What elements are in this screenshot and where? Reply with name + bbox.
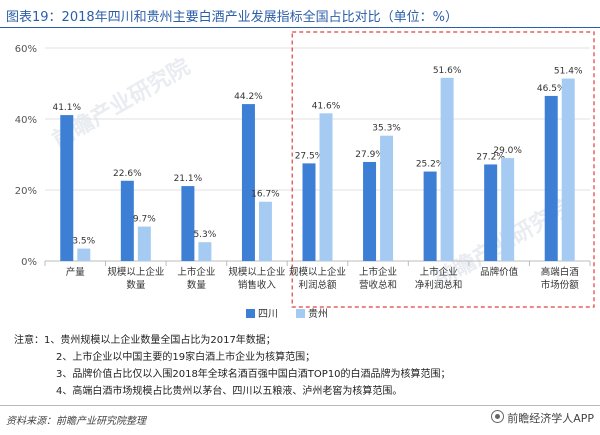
legend-swatch-guizhou bbox=[296, 309, 305, 318]
data-label: 51.6% bbox=[433, 66, 462, 76]
brand-logo-icon bbox=[491, 410, 505, 423]
bar-sichuan bbox=[181, 186, 195, 261]
legend-label: 贵州 bbox=[308, 307, 328, 320]
bar-sichuan bbox=[363, 161, 377, 261]
data-label: 27.2% bbox=[476, 152, 505, 162]
x-tick-label: 品牌价值 bbox=[480, 266, 519, 278]
x-tick-label: 利润总额 bbox=[298, 279, 337, 291]
bar-sichuan bbox=[423, 171, 437, 261]
brand-label: 前瞻经济学人APP bbox=[491, 410, 594, 426]
title-divider bbox=[0, 27, 600, 28]
x-tick-label: 高端白酒 bbox=[541, 266, 580, 278]
y-tick-label: 20% bbox=[15, 186, 37, 197]
data-label: 41.1% bbox=[52, 103, 81, 113]
data-label: 46.5% bbox=[537, 84, 566, 94]
data-label: 3.5% bbox=[72, 237, 95, 247]
bar-guizhou bbox=[77, 248, 91, 261]
source-note: 资料来源：前瞻产业研究院整理 bbox=[6, 416, 146, 427]
data-label: 44.2% bbox=[234, 92, 263, 102]
x-tick-label: 营收总和 bbox=[359, 279, 397, 291]
highlight-box bbox=[291, 31, 595, 308]
x-tick-label: 上市企业 bbox=[359, 266, 397, 278]
data-label: 9.7% bbox=[133, 215, 156, 225]
y-tick-label: 60% bbox=[15, 44, 37, 55]
chart-title: 图表19：2018年四川和贵州主要白酒产业发展指标全国占比对比（单位：%） bbox=[6, 10, 458, 25]
bar-chart: 前瞻产业研究院前瞻产业研究院0%20%40%60%41.1%3.5%产量22.6… bbox=[15, 31, 595, 320]
x-tick-label: 规模以上企业 bbox=[228, 266, 285, 278]
note-2: 2、上市企业以中国主要的19家白酒上市企业为核算范围； bbox=[56, 352, 316, 363]
note-4: 4、高端白酒市场规模占比贵州以茅台、四川以五粮液、泸州老窖为核算范围。 bbox=[56, 386, 403, 397]
bar-guizhou bbox=[319, 113, 333, 261]
footer-divider bbox=[0, 405, 600, 406]
note-1: 注意：1、贵州规模以上企业数量全国占比为2017年数据； bbox=[14, 335, 276, 346]
x-tick-label: 净利润总和 bbox=[415, 279, 463, 291]
bar-guizhou bbox=[380, 135, 394, 261]
data-label: 27.9% bbox=[355, 150, 384, 160]
x-tick-label: 上市企业 bbox=[177, 266, 215, 278]
data-label: 27.5% bbox=[295, 151, 324, 161]
x-tick-label: 产量 bbox=[66, 266, 86, 278]
data-label: 21.1% bbox=[174, 174, 203, 184]
legend-swatch-sichuan bbox=[246, 309, 255, 318]
x-tick-label: 销售收入 bbox=[238, 279, 277, 291]
brand-text: 前瞻经济学人APP bbox=[507, 412, 594, 425]
bar-sichuan bbox=[120, 180, 134, 261]
x-tick-label: 规模以上企业 bbox=[289, 266, 346, 278]
bar-sichuan bbox=[302, 163, 316, 261]
x-tick-label: 数量 bbox=[126, 279, 146, 291]
bar-guizhou bbox=[440, 77, 454, 261]
bar-sichuan bbox=[484, 164, 498, 261]
data-label: 16.7% bbox=[251, 190, 280, 200]
x-tick-label: 上市企业 bbox=[420, 266, 458, 278]
data-label: 41.6% bbox=[312, 101, 341, 111]
data-label: 22.6% bbox=[113, 169, 142, 179]
data-label: 5.3% bbox=[193, 230, 216, 240]
x-tick-label: 规模以上企业 bbox=[107, 266, 164, 278]
legend-label: 四川 bbox=[258, 309, 278, 320]
data-label: 25.2% bbox=[416, 160, 445, 170]
bar-guizhou bbox=[258, 201, 272, 261]
x-tick-label: 市场份额 bbox=[541, 279, 580, 291]
bar-sichuan bbox=[241, 104, 255, 261]
y-tick-label: 0% bbox=[21, 257, 37, 268]
bar-guizhou bbox=[198, 242, 212, 261]
bar-guizhou bbox=[137, 226, 151, 261]
x-tick-label: 数量 bbox=[187, 279, 207, 291]
data-label: 51.4% bbox=[554, 67, 583, 77]
bar-sichuan bbox=[60, 115, 74, 261]
y-tick-label: 40% bbox=[15, 115, 37, 126]
data-label: 35.3% bbox=[372, 124, 401, 134]
bar-guizhou bbox=[501, 158, 515, 261]
notes: 注意：1、贵州规模以上企业数量全国占比为2017年数据； 2、上市企业以中国主要… bbox=[14, 332, 451, 400]
data-label: 29.0% bbox=[493, 146, 522, 156]
note-3: 3、品牌价值占比仅以入围2018年全球名酒百强中国白酒TOP10的白酒品牌为核算… bbox=[56, 369, 451, 380]
bar-guizhou bbox=[561, 78, 575, 261]
bar-sichuan bbox=[544, 95, 558, 261]
